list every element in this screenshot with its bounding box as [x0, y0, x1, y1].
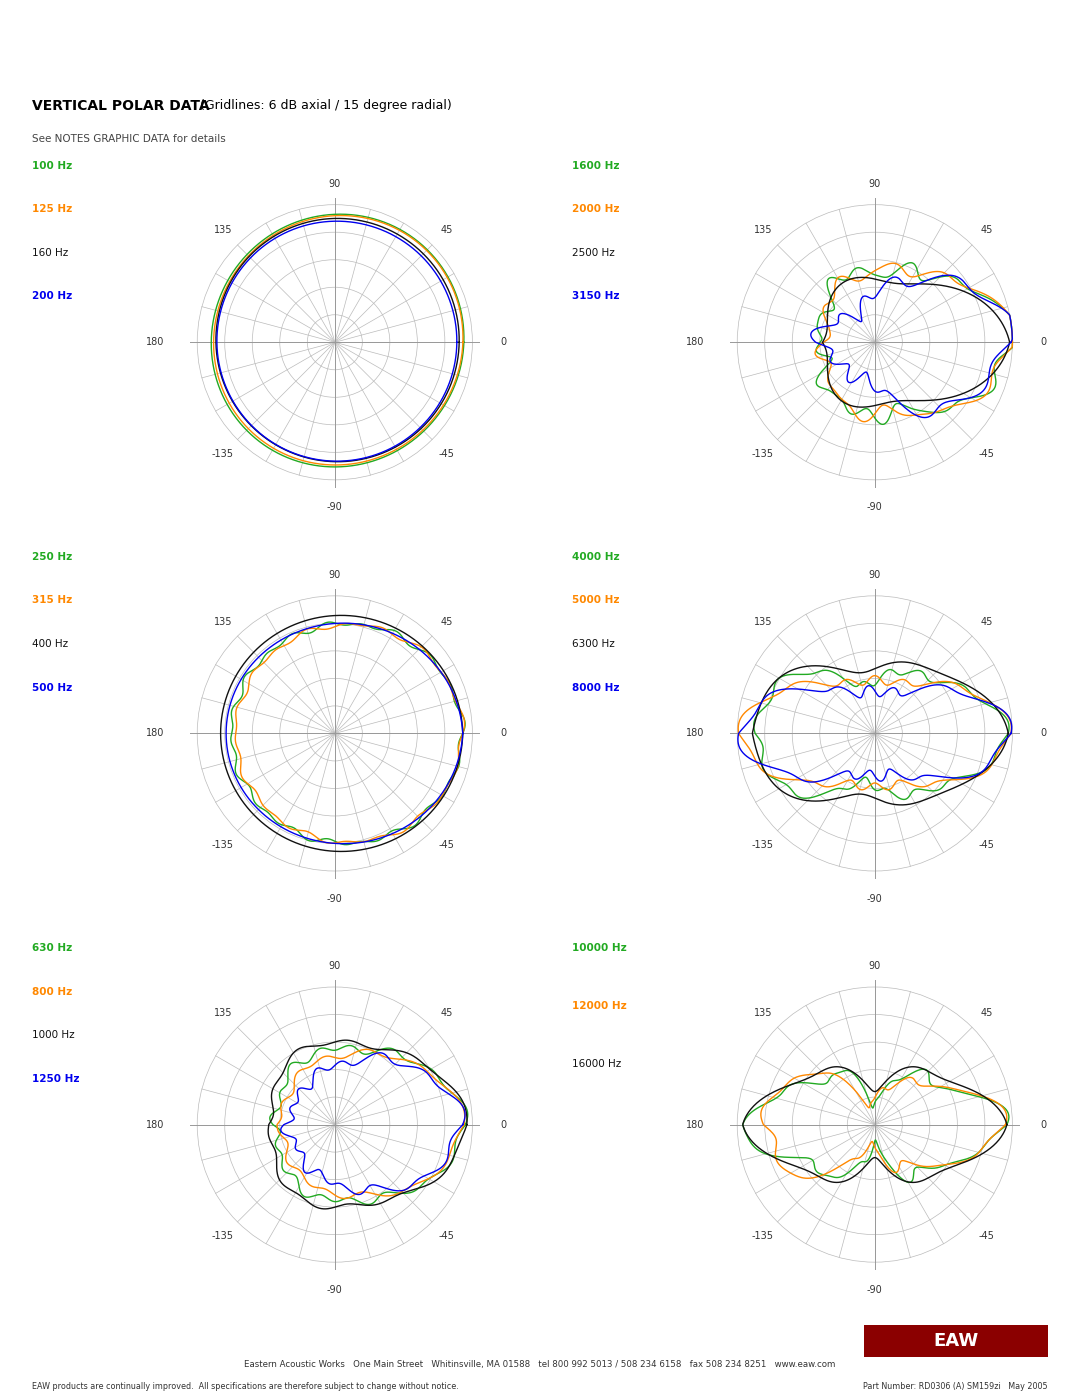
- Text: 90: 90: [868, 961, 881, 971]
- Text: -45: -45: [438, 1232, 455, 1242]
- Text: 400 Hz: 400 Hz: [32, 638, 68, 650]
- Text: 180: 180: [146, 1119, 164, 1130]
- Text: 90: 90: [868, 179, 881, 189]
- Text: 0: 0: [500, 1119, 507, 1130]
- Text: EAW: EAW: [933, 1331, 978, 1350]
- Text: 135: 135: [214, 225, 232, 235]
- Text: -45: -45: [438, 450, 455, 460]
- Text: -135: -135: [212, 1232, 234, 1242]
- Text: 2000 Hz: 2000 Hz: [572, 204, 620, 214]
- Text: 1250 Hz: 1250 Hz: [32, 1074, 80, 1084]
- Text: 90: 90: [328, 961, 341, 971]
- Text: 200 Hz: 200 Hz: [32, 292, 72, 302]
- Text: 160 Hz: 160 Hz: [32, 247, 69, 258]
- Text: 180: 180: [686, 1119, 704, 1130]
- Text: 1600 Hz: 1600 Hz: [572, 161, 620, 170]
- Text: -90: -90: [867, 503, 882, 513]
- Text: (Gridlines: 6 dB axial / 15 degree radial): (Gridlines: 6 dB axial / 15 degree radia…: [200, 99, 451, 112]
- Text: 180: 180: [146, 728, 164, 739]
- Text: 0: 0: [1040, 1119, 1047, 1130]
- Text: 2500 Hz: 2500 Hz: [572, 247, 616, 258]
- Text: 180: 180: [686, 337, 704, 348]
- Text: 135: 135: [754, 616, 772, 626]
- Text: 315 Hz: 315 Hz: [32, 595, 72, 605]
- Text: 180: 180: [686, 728, 704, 739]
- Text: 90: 90: [868, 570, 881, 580]
- Text: -45: -45: [978, 450, 995, 460]
- Text: 0: 0: [1040, 337, 1047, 348]
- Text: 0: 0: [500, 728, 507, 739]
- Text: -135: -135: [752, 450, 774, 460]
- Text: 45: 45: [441, 616, 453, 626]
- Text: 45: 45: [981, 616, 993, 626]
- Text: 45: 45: [981, 1007, 993, 1017]
- Text: 180: 180: [146, 337, 164, 348]
- Text: -90: -90: [327, 1285, 342, 1295]
- Text: 135: 135: [754, 225, 772, 235]
- Text: -90: -90: [327, 503, 342, 513]
- Text: EAW products are continually improved.  All specifications are therefore subject: EAW products are continually improved. A…: [32, 1382, 459, 1391]
- Text: 135: 135: [214, 616, 232, 626]
- Text: 630 Hz: 630 Hz: [32, 943, 72, 953]
- Text: 0: 0: [1040, 728, 1047, 739]
- Text: 90: 90: [328, 179, 341, 189]
- Text: 500 Hz: 500 Hz: [32, 683, 72, 693]
- Text: 100 Hz: 100 Hz: [32, 161, 72, 170]
- Text: Part Number: RD0306 (A) SM159zi   May 2005: Part Number: RD0306 (A) SM159zi May 2005: [863, 1382, 1048, 1391]
- Text: -135: -135: [752, 841, 774, 851]
- Text: 6300 Hz: 6300 Hz: [572, 638, 616, 650]
- Text: 45: 45: [981, 225, 993, 235]
- Text: -135: -135: [212, 450, 234, 460]
- Text: 0: 0: [500, 337, 507, 348]
- Text: 800 Hz: 800 Hz: [32, 986, 72, 996]
- Text: S M 1 5 9 z i   S p e c i f i c a t i o n s: S M 1 5 9 z i S p e c i f i c a t i o n …: [32, 35, 608, 56]
- Text: 1000 Hz: 1000 Hz: [32, 1030, 75, 1041]
- Text: 135: 135: [214, 1007, 232, 1017]
- Text: Eastern Acoustic Works   One Main Street   Whitinsville, MA 01588   tel 800 992 : Eastern Acoustic Works One Main Street W…: [244, 1361, 836, 1369]
- Text: 135: 135: [754, 1007, 772, 1017]
- Text: 4000 Hz: 4000 Hz: [572, 552, 620, 562]
- Text: -135: -135: [752, 1232, 774, 1242]
- Text: 3150 Hz: 3150 Hz: [572, 292, 620, 302]
- Text: 16000 Hz: 16000 Hz: [572, 1059, 622, 1069]
- Text: 5000 Hz: 5000 Hz: [572, 595, 620, 605]
- Text: -135: -135: [212, 841, 234, 851]
- Text: 8000 Hz: 8000 Hz: [572, 683, 620, 693]
- Text: 10000 Hz: 10000 Hz: [572, 943, 627, 953]
- Text: 250 Hz: 250 Hz: [32, 552, 72, 562]
- Text: -90: -90: [327, 894, 342, 904]
- Text: group · G: group · G: [931, 35, 1048, 56]
- Text: 125 Hz: 125 Hz: [32, 204, 72, 214]
- Text: 45: 45: [441, 225, 453, 235]
- Bar: [864, 1324, 1048, 1356]
- Text: -45: -45: [438, 841, 455, 851]
- Text: VERTICAL POLAR DATA: VERTICAL POLAR DATA: [32, 99, 210, 113]
- Text: -45: -45: [978, 841, 995, 851]
- Text: 45: 45: [441, 1007, 453, 1017]
- Text: See NOTES GRAPHIC DATA for details: See NOTES GRAPHIC DATA for details: [32, 134, 226, 144]
- Text: -45: -45: [978, 1232, 995, 1242]
- Text: 90: 90: [328, 570, 341, 580]
- Text: -90: -90: [867, 894, 882, 904]
- Text: -90: -90: [867, 1285, 882, 1295]
- Text: 12000 Hz: 12000 Hz: [572, 1002, 627, 1011]
